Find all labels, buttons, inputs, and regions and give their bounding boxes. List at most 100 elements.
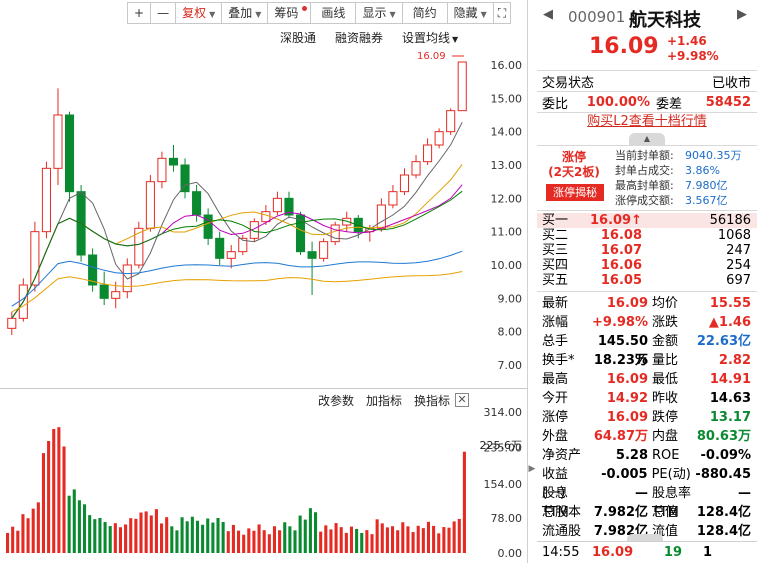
ma-settings-label: 设置均线	[402, 31, 451, 45]
chevron-down-icon: ▼	[389, 10, 396, 19]
limit-up-reveal-button[interactable]: 涨停揭秘	[546, 184, 604, 201]
volume-bar	[457, 518, 461, 553]
candle-body	[168, 157, 179, 166]
stat-label: 外盘	[542, 429, 569, 444]
seal-label: 涨停成交额:	[615, 194, 674, 207]
change-params-button[interactable]: 改参数	[318, 394, 355, 408]
zoom-out-button[interactable]: —	[150, 2, 177, 24]
overlay-dropdown[interactable]: 叠加 ▼	[221, 2, 269, 24]
stat-label: 量比	[652, 353, 679, 368]
indicator-menu: 改参数 加指标 换指标	[318, 392, 450, 409]
stat-value: 128.4亿	[696, 505, 751, 520]
volume-bar	[160, 523, 164, 553]
volume-bar	[170, 526, 174, 553]
candle-body	[64, 114, 75, 193]
moving-average-line-ma30	[11, 190, 463, 319]
bid-label: 买五	[542, 273, 569, 288]
stat-row: 总股本 7.982亿 总值 128.4亿	[537, 503, 757, 522]
buy-l2-link[interactable]: 购买L2查看十档行情	[587, 114, 707, 129]
volume-bar	[113, 523, 117, 553]
volume-bar	[262, 530, 266, 553]
bid-row[interactable]: 买一 16.09↑ 56186	[537, 213, 757, 228]
bid-book: 买一 16.09↑ 56186 买二 16.08 1068 买三 16.07 247 买四 1…	[537, 211, 757, 288]
bid-price: 16.06	[600, 258, 642, 273]
volume-bar	[231, 524, 235, 553]
chevron-down-icon: ▼	[255, 10, 262, 19]
divider	[537, 145, 757, 146]
candlestick-chart[interactable]: 16.00 15.00 14.00 13.00 12.00 11.00 10.00 9.00 8…	[0, 45, 528, 388]
bid-price: 16.09↑	[589, 213, 642, 228]
draw-line-button[interactable]: 画线	[310, 2, 357, 24]
display-dropdown[interactable]: 显示 ▼	[355, 2, 403, 24]
add-indicator-button[interactable]: 加指标	[366, 394, 403, 408]
tick-volume: 19	[663, 545, 682, 560]
ma-settings-link[interactable]: 设置均线 ▼	[402, 29, 458, 46]
candle-body	[215, 237, 225, 259]
candle-body	[157, 157, 167, 183]
fullscreen-button[interactable]: ⛶	[492, 2, 512, 24]
close-icon[interactable]: ✕	[455, 393, 469, 407]
expand-icon[interactable]: ▲	[629, 133, 665, 145]
volume-bar	[360, 532, 364, 553]
adjust-rights-dropdown[interactable]: 复权 ▼	[175, 2, 223, 24]
stat-value: 80.63万	[696, 429, 751, 444]
bid-row[interactable]: 买二 16.08 1068	[537, 228, 757, 243]
ratio-label: 委比	[542, 96, 569, 112]
candle-body	[99, 284, 109, 299]
next-stock-icon[interactable]: ▶	[737, 7, 747, 22]
seal-row: 涨停成交额: 3.567亿	[615, 193, 742, 208]
y-tick-label: 12.00	[491, 192, 523, 205]
stock-header: ◀ 000901 航天科技 ▶	[537, 0, 757, 34]
expand-ticks-icon[interactable]	[627, 534, 663, 541]
bid-volume: 697	[726, 273, 751, 288]
volume-bar	[370, 534, 374, 553]
volume-bar	[334, 523, 338, 553]
volume-bar	[396, 530, 400, 553]
simple-mode-button[interactable]: 简约	[401, 2, 448, 24]
volume-bar	[385, 527, 389, 553]
order-ratio-row: 委比 100.00% 委差 58452	[537, 92, 757, 112]
volume-bar	[416, 525, 420, 553]
margin-trading-link[interactable]: 融资融券	[335, 31, 384, 45]
prev-stock-icon[interactable]: ◀	[543, 7, 553, 22]
stat-row: 涨幅 +9.98% 涨跌 ▲1.46	[537, 313, 757, 332]
candle-body	[134, 227, 144, 266]
hk-connect-link[interactable]: 深股通	[280, 31, 317, 45]
stat-value: 16.09	[606, 296, 648, 311]
volume-bar	[314, 512, 318, 553]
volume-bar	[41, 453, 46, 553]
volume-bar	[339, 527, 343, 553]
y-tick-label: 7.00	[498, 359, 523, 372]
collapse-panel-icon[interactable]: ▶	[528, 464, 536, 474]
bid-volume: 247	[726, 243, 751, 258]
bid-row[interactable]: 买四 16.06 254	[537, 258, 757, 273]
bid-row[interactable]: 买三 16.07 247	[537, 243, 757, 258]
stat-label: 流通股	[542, 524, 582, 539]
y-tick-label: 11.00	[491, 226, 523, 239]
notification-dot-icon	[302, 6, 308, 11]
status-value: 已收市	[711, 75, 751, 91]
candle-body	[457, 61, 467, 112]
volume-bar	[93, 519, 97, 553]
candle-body	[388, 191, 398, 206]
bid-label: 买四	[542, 258, 569, 273]
switch-indicator-button[interactable]: 换指标	[414, 394, 451, 408]
zoom-in-button[interactable]: +	[127, 2, 152, 24]
stat-value: 145.50万	[597, 334, 648, 368]
chip-distribution-button[interactable]: 筹码	[267, 2, 312, 24]
candle-body	[342, 217, 352, 226]
bid-row[interactable]: 买五 16.05 697	[537, 273, 757, 288]
volume-bar	[252, 530, 256, 553]
seal-row: 封单占成交: 3.86%	[615, 163, 742, 178]
stat-label: 股息TTM	[542, 486, 569, 520]
volume-bar	[31, 508, 35, 553]
hide-dropdown[interactable]: 隐藏 ▼	[446, 2, 494, 24]
stat-row: 净资产 5.28 ROE -0.09%	[537, 446, 757, 465]
y-tick-label: 13.00	[491, 159, 523, 172]
divider	[537, 112, 757, 113]
volume-bar	[144, 511, 148, 553]
volume-bar	[452, 521, 456, 553]
limit-up-box: 涨停 (2天2板) 涨停揭秘 当前封单额: 9040.35万 封单占成交: 3.86…	[537, 146, 757, 210]
y-tick-label: 16.00	[491, 59, 523, 72]
volume-chart[interactable]: 314.00 235.00 154.00 78.00 0.00 225.6万	[0, 388, 528, 563]
